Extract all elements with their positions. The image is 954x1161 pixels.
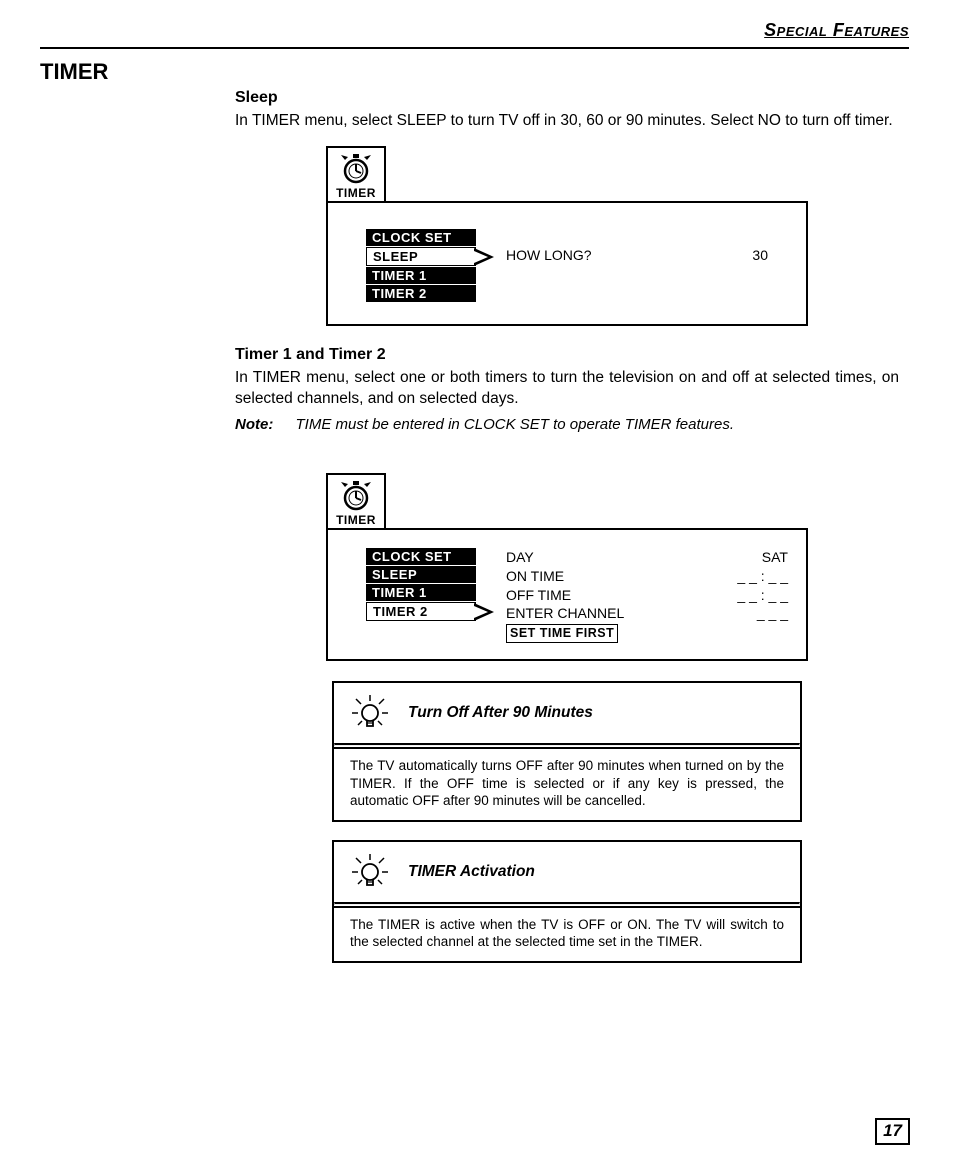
timer12-text: In TIMER menu, select one or both timers… <box>235 368 899 410</box>
timer-icon-label-2: TIMER <box>336 513 376 527</box>
note-body: TIME must be entered in CLOCK SET to ope… <box>296 416 735 433</box>
pointer-icon-2 <box>474 603 494 621</box>
header-rule <box>40 47 909 49</box>
menu-item-clockset: CLOCK SET <box>366 229 476 246</box>
menu-item-timer2-2: TIMER 2 <box>366 602 476 621</box>
clock-icon <box>336 478 376 512</box>
day-value: SAT <box>762 548 788 567</box>
menu-item-timer2: TIMER 2 <box>366 285 476 302</box>
menu-item-sleep: SLEEP <box>366 247 476 266</box>
offtime-label: OFF TIME <box>506 586 571 605</box>
timer2-menu-diagram: TIMER CLOCK SET SLEEP TIMER 1 TIMER 2 <box>326 473 808 661</box>
menu-item-sleep-2: SLEEP <box>366 566 476 583</box>
menu-item-timer1: TIMER 1 <box>366 267 476 284</box>
clock-icon <box>336 151 376 185</box>
ontime-value: _ _ : _ _ <box>737 567 788 586</box>
timer-icon-box-2: TIMER <box>326 473 386 530</box>
sleep-text: In TIMER menu, select SLEEP to turn TV o… <box>235 111 899 132</box>
sleep-right-panel: HOW LONG? 30 <box>506 246 788 265</box>
menu-frame-2: CLOCK SET SLEEP TIMER 1 TIMER 2 DAY SAT O… <box>326 528 808 661</box>
timer-icon-label: TIMER <box>336 186 376 200</box>
set-time-first: SET TIME FIRST <box>506 624 618 643</box>
menu-item-clockset-2: CLOCK SET <box>366 548 476 565</box>
pointer-icon <box>474 248 494 266</box>
menu-frame: CLOCK SET SLEEP TIMER 1 TIMER 2 HOW LONG… <box>326 201 808 326</box>
menu-list: CLOCK SET SLEEP TIMER 1 TIMER 2 <box>366 229 476 302</box>
header-section: Special Features <box>40 20 909 41</box>
sleep-heading: Sleep <box>235 89 899 107</box>
callout2-body: The TIMER is active when the TV is OFF o… <box>334 908 800 961</box>
channel-label: ENTER CHANNEL <box>506 604 624 623</box>
howlong-value: 30 <box>752 246 768 265</box>
sleep-menu-diagram: TIMER CLOCK SET SLEEP TIMER 1 TIMER 2 <box>326 146 808 326</box>
timer12-note: Note: TIME must be entered in CLOCK SET … <box>235 416 899 433</box>
callout-activation: TIMER Activation The TIMER is active whe… <box>332 840 802 963</box>
note-label: Note: <box>235 416 273 433</box>
callout-90min: Turn Off After 90 Minutes The TV automat… <box>332 681 802 822</box>
page: Special Features TIMER Sleep In TIMER me… <box>0 0 954 983</box>
timer12-heading: Timer 1 and Timer 2 <box>235 346 899 364</box>
page-number: 17 <box>883 1121 902 1140</box>
day-label: DAY <box>506 548 534 567</box>
callout2-title: TIMER Activation <box>408 863 535 881</box>
callout1-title: Turn Off After 90 Minutes <box>408 704 593 722</box>
lightbulb-icon <box>348 852 392 892</box>
ontime-label: ON TIME <box>506 567 564 586</box>
lightbulb-icon <box>348 693 392 733</box>
callout1-body: The TV automatically turns OFF after 90 … <box>334 749 800 820</box>
offtime-value: _ _ : _ _ <box>737 586 788 605</box>
menu-list-2: CLOCK SET SLEEP TIMER 1 TIMER 2 <box>366 548 476 621</box>
timer2-right-panel: DAY SAT ON TIME _ _ : _ _ OFF TIME _ _ : _ … <box>506 548 788 643</box>
content-column: Sleep In TIMER menu, select SLEEP to tur… <box>235 89 899 963</box>
menu-item-timer1-2: TIMER 1 <box>366 584 476 601</box>
channel-value: _ _ _ <box>757 604 788 623</box>
howlong-label: HOW LONG? <box>506 246 592 265</box>
page-number-box: 17 <box>875 1118 910 1145</box>
section-title: TIMER <box>40 59 909 85</box>
timer-icon-box: TIMER <box>326 146 386 203</box>
